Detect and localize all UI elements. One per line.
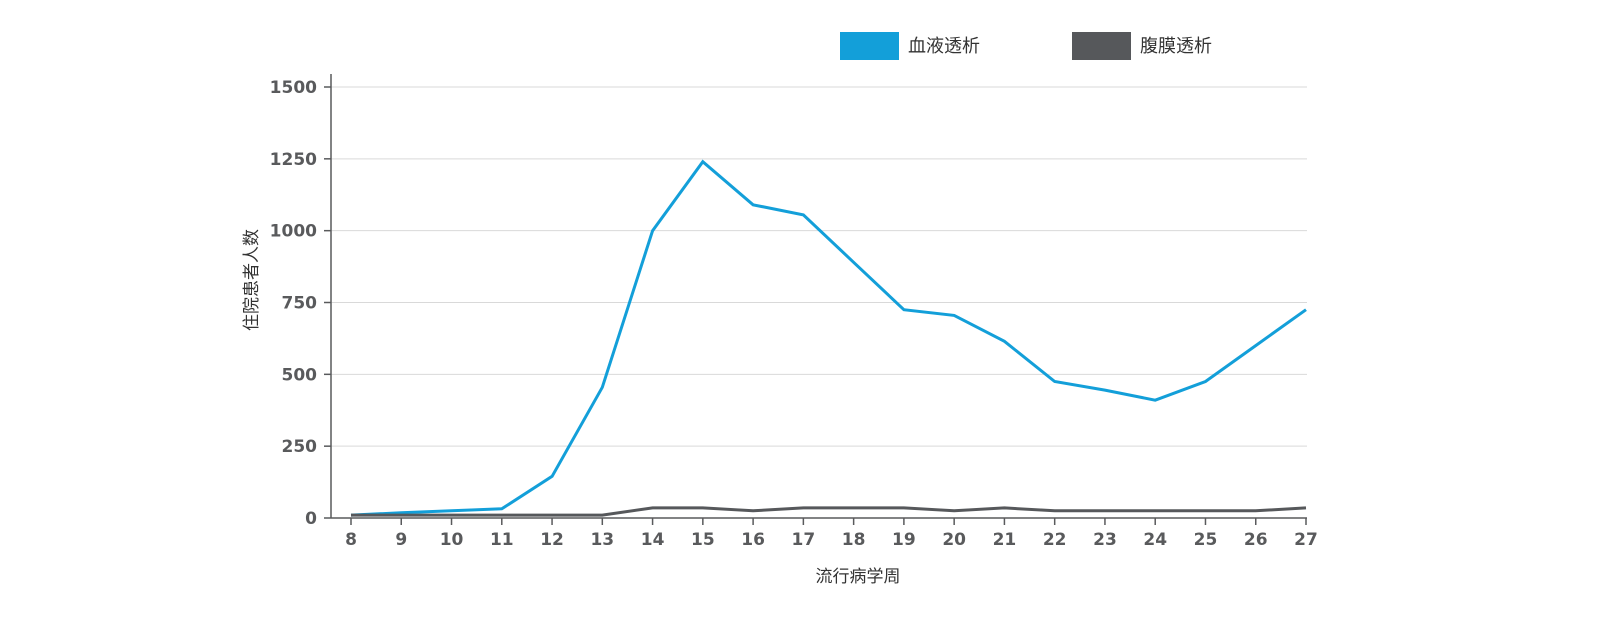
legend-label-1: 血液透析 — [908, 36, 980, 57]
y-tick-label: 1000 — [270, 222, 317, 242]
x-tick-label: 11 — [490, 530, 514, 550]
x-tick-label: 14 — [641, 530, 665, 550]
y-tick-label: 500 — [282, 365, 318, 385]
legend: 血液透析 腹膜透析 — [840, 32, 1212, 60]
legend-label-2: 腹膜透析 — [1140, 36, 1212, 57]
x-tick-label: 9 — [395, 530, 407, 550]
x-tick-labels: 8 9 10 11 12 13 14 15 16 17 18 19 20 21 22 23 24 25 26 27 — [345, 530, 1318, 550]
series-line-2 — [351, 506, 1307, 517]
series-line-1 — [350, 159, 1307, 517]
x-tick-label: 19 — [892, 530, 916, 550]
x-tick-label: 24 — [1143, 530, 1167, 550]
gridlines — [331, 86, 1307, 447]
x-tick-label: 25 — [1194, 530, 1218, 550]
x-tick-label: 22 — [1043, 530, 1067, 550]
x-tick-label: 13 — [590, 530, 614, 550]
x-tick-label: 10 — [440, 530, 464, 550]
x-tick-label: 12 — [540, 530, 564, 550]
x-tick-label: 27 — [1294, 530, 1318, 550]
x-tick-label: 16 — [741, 530, 765, 550]
x-tick-label: 8 — [345, 530, 357, 550]
axes — [324, 74, 1307, 525]
y-tick-label: 250 — [282, 437, 318, 457]
y-tick-label: 1500 — [270, 78, 317, 98]
y-tick-label: 1250 — [270, 150, 317, 170]
x-tick-label: 20 — [942, 530, 966, 550]
x-tick-label: 26 — [1244, 530, 1268, 550]
x-axis-title: 流行病学周 — [816, 567, 901, 587]
y-tick-label: 0 — [305, 509, 317, 529]
x-tick-label: 15 — [691, 530, 715, 550]
y-axis-title: 住院患者人数 — [242, 229, 262, 331]
legend-swatch-2 — [1072, 32, 1131, 60]
x-tick-label: 18 — [842, 530, 866, 550]
y-tick-labels: 0 250 500 750 1000 1250 1500 — [270, 78, 317, 529]
x-tick-label: 17 — [792, 530, 816, 550]
legend-swatch-1 — [840, 32, 899, 60]
x-tick-label: 23 — [1093, 530, 1117, 550]
series-lines — [350, 159, 1307, 517]
x-tick-label: 21 — [993, 530, 1017, 550]
y-tick-label: 750 — [282, 294, 318, 314]
